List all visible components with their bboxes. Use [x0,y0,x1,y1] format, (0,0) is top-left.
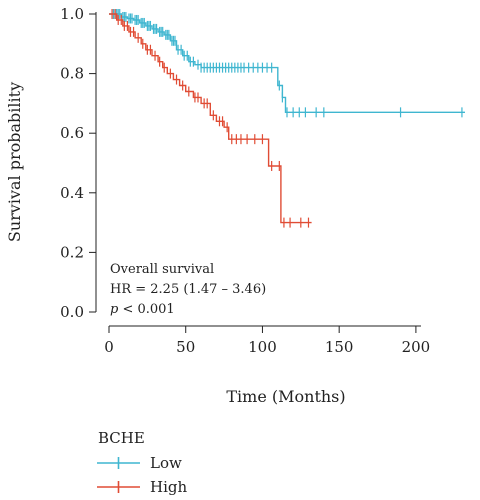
x-tick-label: 0 [104,338,114,356]
survival-curves [109,9,465,228]
p-symbol: p [110,302,119,317]
survival-curve-low [109,13,465,113]
p-value: < 0.001 [118,302,174,317]
x-tick-label: 100 [248,338,277,356]
y-tick-label: 0.2 [60,243,84,261]
x-tick-label: 50 [176,338,195,356]
legend: BCHE Low High [97,429,187,496]
y-tick-label: 0.6 [60,124,84,142]
y-tick-label: 1.0 [60,5,84,23]
x-tick-label: 200 [402,338,431,356]
y-tick-label: 0.8 [60,65,84,83]
legend-item-low: Low [97,454,182,472]
y-ticks: 0.0 0.2 0.4 0.6 0.8 1.0 [60,5,96,321]
legend-title: BCHE [98,429,145,447]
stats-annotation: Overall survival HR = 2.25 (1.47 – 3.46)… [110,262,266,317]
hazard-ratio-text: HR = 2.25 (1.47 – 3.46) [110,282,266,297]
legend-item-high: High [97,478,187,496]
annotation-title: Overall survival [110,262,214,277]
survival-curve-high [109,13,312,224]
axes: 0.0 0.2 0.4 0.6 0.8 1.0 0 50 100 150 200 [60,5,430,356]
p-value-text: p < 0.001 [110,302,175,317]
x-axis-title: Time (Months) [226,387,345,406]
x-ticks: 0 50 100 150 200 [104,326,430,356]
y-tick-label: 0.4 [60,184,84,202]
y-axis-title: Survival probability [5,82,24,242]
legend-low-label: Low [150,454,182,472]
x-tick-label: 150 [325,338,354,356]
legend-high-label: High [150,478,187,496]
y-tick-label: 0.0 [60,303,84,321]
